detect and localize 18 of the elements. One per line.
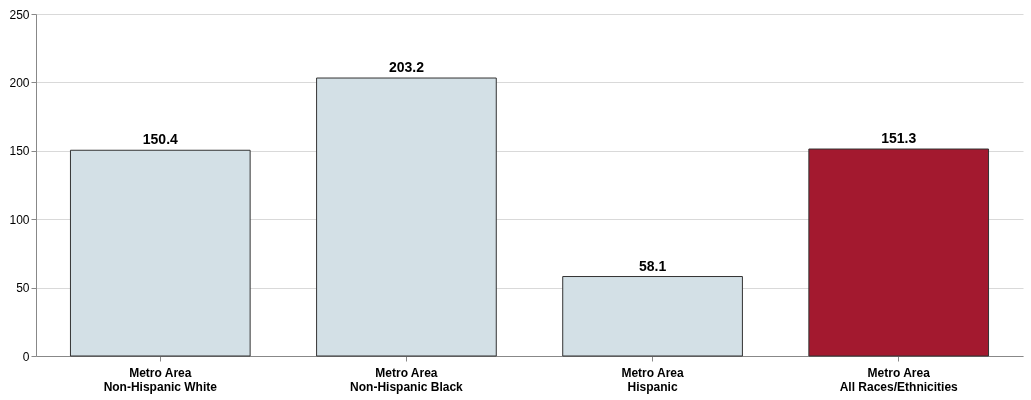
y-tick-label: 250 bbox=[9, 7, 30, 22]
y-tick-label: 100 bbox=[9, 212, 30, 227]
bar bbox=[316, 77, 497, 357]
x-tick-label: Metro Area Hispanic bbox=[621, 365, 685, 394]
bar bbox=[808, 148, 990, 357]
data-label: 203.2 bbox=[388, 59, 425, 76]
y-tick-label: 0 bbox=[22, 349, 30, 364]
x-tick-label: Metro Area Non-Hispanic White bbox=[103, 365, 218, 394]
y-tick-label: 150 bbox=[9, 144, 30, 159]
data-label: 58.1 bbox=[638, 257, 667, 274]
bar bbox=[69, 149, 251, 357]
x-tick-label: Metro Area Non-Hispanic Black bbox=[350, 365, 464, 394]
y-tick-label: 50 bbox=[16, 281, 30, 296]
x-tick-label: Metro Area All Races/Ethnicities bbox=[839, 365, 959, 394]
y-tick-label: 200 bbox=[9, 75, 30, 90]
data-label: 150.4 bbox=[142, 131, 179, 148]
bar bbox=[562, 276, 743, 357]
data-label: 151.3 bbox=[881, 130, 917, 147]
